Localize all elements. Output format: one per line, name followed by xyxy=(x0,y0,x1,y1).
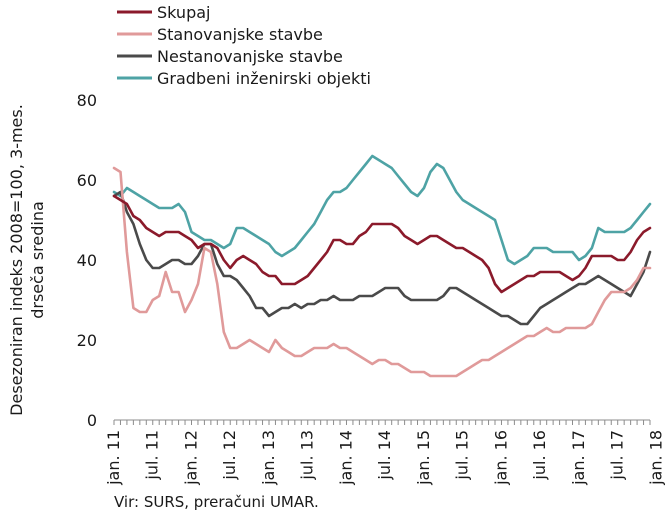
y-tick-label: 80 xyxy=(77,91,97,110)
x-tick-label: jul. 17 xyxy=(608,430,627,481)
series-line-2 xyxy=(112,166,652,378)
x-tick-label: jan. 14 xyxy=(336,430,355,486)
x-tick-label: jul. 11 xyxy=(143,430,162,481)
x-tick-label: jul. 14 xyxy=(375,430,394,481)
x-tick-label: jan. 13 xyxy=(259,430,278,486)
y-tick-label: 0 xyxy=(87,411,97,430)
legend-label: Gradbeni inženirski objekti xyxy=(157,69,371,88)
series-lines xyxy=(112,154,652,378)
x-tick-label: jan. 15 xyxy=(414,430,433,486)
legend-label: Stanovanjske stavbe xyxy=(157,25,323,44)
x-tick-label: jul. 13 xyxy=(298,430,317,481)
series-line-1 xyxy=(112,194,652,294)
y-tick-label: 40 xyxy=(77,251,97,270)
x-tick-label: jan. 17 xyxy=(569,430,588,486)
legend: Skupaj Stanovanjske stavbe Nestanovanjske … xyxy=(117,3,371,88)
y-tick-label: 60 xyxy=(77,171,97,190)
x-tick-label: jan. 12 xyxy=(181,430,200,486)
legend-label: Skupaj xyxy=(157,3,210,22)
x-tick-label: jan. 18 xyxy=(646,430,665,486)
y-axis-title: Desezoniran indeks 2008=100, 3-mes. drseč… xyxy=(7,104,47,416)
x-tick-label: jul. 16 xyxy=(530,430,549,481)
x-tick-label: jul. 15 xyxy=(453,430,472,481)
source-note: Vir: SURS, preračuni UMAR. xyxy=(114,493,319,511)
series-line-3 xyxy=(112,190,652,326)
x-axis: jan. 11 jul. 11 jan. 12 jul. 12 jan. 13 jul. … xyxy=(104,419,665,486)
y-axis-title-line: drseča sredina xyxy=(28,201,47,319)
x-tick-label: jul. 12 xyxy=(220,430,239,481)
series-line-4 xyxy=(112,154,652,266)
legend-label: Nestanovanjske stavbe xyxy=(157,47,343,66)
x-tick-label: jan. 11 xyxy=(104,430,123,486)
y-axis-title-line: Desezoniran indeks 2008=100, 3-mes. xyxy=(7,104,26,416)
x-tick-label: jan. 16 xyxy=(491,430,510,486)
y-axis: 0 20 40 60 80 xyxy=(77,91,97,430)
y-tick-label: 20 xyxy=(77,331,97,350)
